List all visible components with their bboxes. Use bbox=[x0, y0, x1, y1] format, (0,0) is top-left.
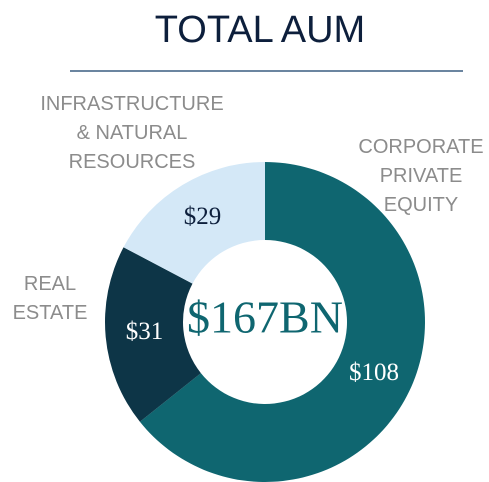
slice bbox=[123, 162, 265, 284]
value-label: $29 bbox=[184, 203, 222, 230]
center-label: $167BN bbox=[187, 292, 343, 343]
category-label: REAL ESTATE bbox=[13, 273, 88, 324]
category-label: INFRASTRUCTURE & NATURAL RESOURCES bbox=[40, 93, 223, 173]
slice bbox=[139, 162, 425, 482]
chart-title: TOTAL AUM bbox=[155, 9, 365, 51]
value-label: $108 bbox=[349, 359, 399, 386]
slice bbox=[104, 247, 201, 422]
value-label: $31 bbox=[126, 318, 164, 345]
category-label: CORPORATE PRIVATE EQUITY bbox=[358, 136, 483, 216]
